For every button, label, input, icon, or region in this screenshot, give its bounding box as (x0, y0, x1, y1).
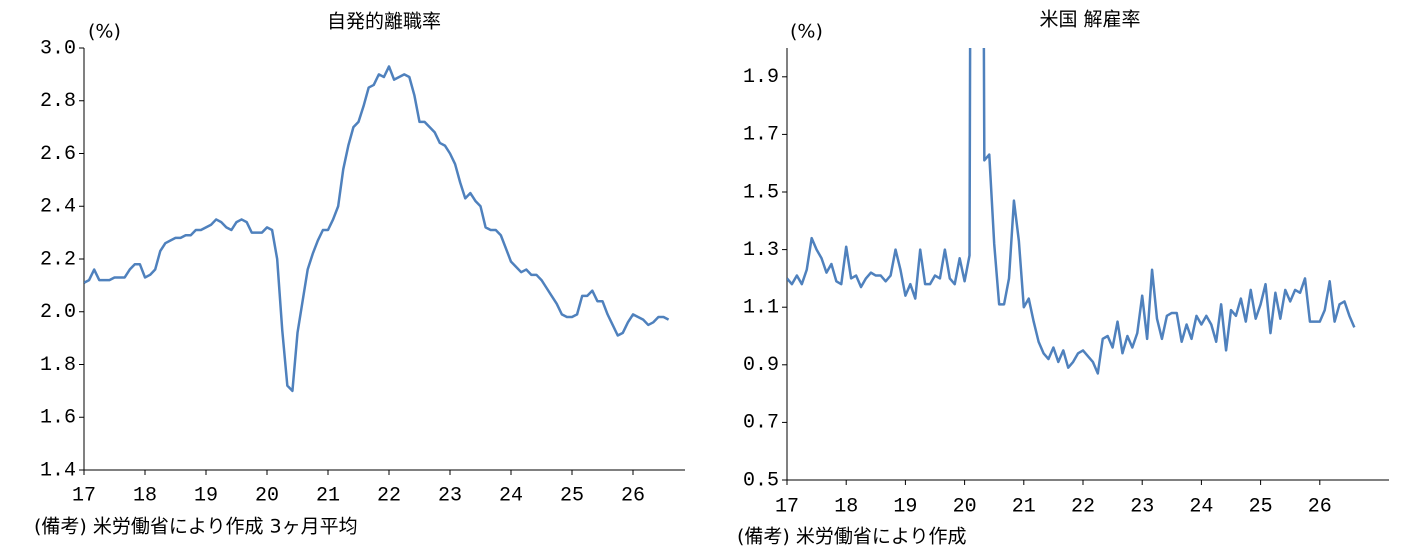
y-tick-label: 2.0 (40, 301, 76, 324)
y-tick-label: 1.7 (743, 124, 779, 147)
y-tick-label: 2.2 (40, 248, 76, 271)
x-tick-label: 22 (377, 484, 401, 507)
note: (備考) 米労働省により作成 (737, 526, 967, 548)
y-tick-label: 1.3 (743, 239, 779, 262)
chart-title: 自発的離職率 (327, 11, 441, 33)
x-tick-label: 18 (834, 495, 858, 518)
y-tick-label: 0.5 (743, 469, 779, 492)
x-tick-label: 26 (1308, 495, 1332, 518)
y-axis-label: (%) (790, 21, 823, 43)
x-tick-label: 19 (194, 484, 218, 507)
x-tick-label: 26 (621, 484, 645, 507)
x-tick-label: 23 (438, 484, 462, 507)
data-line (84, 65, 670, 393)
y-tick-label: 1.5 (743, 181, 779, 204)
x-tick-label: 25 (1249, 495, 1273, 518)
y-tick-label: 1.8 (40, 354, 76, 377)
x-tick-label: 17 (72, 484, 96, 507)
chart-title: 米国 解雇率 (1039, 9, 1140, 31)
x-tick-label: 19 (893, 495, 917, 518)
x-tick-label: 24 (499, 484, 523, 507)
x-tick-label: 21 (316, 484, 340, 507)
x-tick-label: 18 (133, 484, 157, 507)
y-tick-label: 1.6 (40, 407, 76, 430)
data-line (787, 48, 1356, 375)
note: (備考) 米労働省により作成 3ヶ月平均 (34, 516, 358, 538)
y-tick-label: 3.0 (40, 37, 76, 60)
y-tick-label: 1.1 (743, 296, 779, 319)
y-tick-label: 0.9 (743, 354, 779, 377)
plot-area (84, 65, 670, 393)
x-tick-label: 21 (1012, 495, 1036, 518)
y-tick-label: 0.7 (743, 412, 779, 435)
y-tick-label: 2.4 (40, 196, 76, 219)
x-tick-label: 24 (1189, 495, 1213, 518)
y-tick-label: 2.8 (40, 90, 76, 113)
x-tick-label: 17 (775, 495, 799, 518)
x-tick-label: 22 (1071, 495, 1095, 518)
x-tick-label: 23 (1130, 495, 1154, 518)
y-axis-label: (%) (88, 21, 121, 43)
y-tick-label: 2.6 (40, 143, 76, 166)
x-tick-label: 20 (255, 484, 279, 507)
y-tick-label: 1.4 (40, 459, 76, 482)
y-tick-label: 1.9 (743, 66, 779, 89)
x-tick-label: 25 (560, 484, 584, 507)
plot-area (787, 48, 1356, 375)
x-tick-label: 20 (953, 495, 977, 518)
